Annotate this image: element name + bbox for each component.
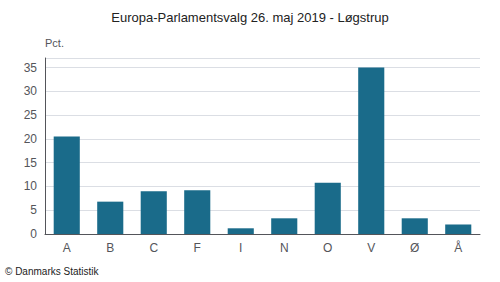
svg-text:25: 25 [24, 108, 38, 122]
svg-text:N: N [280, 241, 289, 255]
svg-text:5: 5 [30, 203, 37, 217]
svg-text:Europa-Parlamentsvalg 26. maj: Europa-Parlamentsvalg 26. maj 2019 - Løg… [111, 10, 388, 25]
svg-text:Ø: Ø [410, 241, 419, 255]
svg-text:I: I [239, 241, 242, 255]
svg-text:35: 35 [24, 61, 38, 75]
svg-text:10: 10 [24, 179, 38, 193]
svg-text:© Danmarks Statistik: © Danmarks Statistik [5, 266, 100, 277]
svg-text:0: 0 [30, 227, 37, 241]
svg-text:20: 20 [24, 132, 38, 146]
svg-text:15: 15 [24, 156, 38, 170]
svg-text:O: O [323, 241, 332, 255]
svg-text:B: B [106, 241, 114, 255]
svg-text:C: C [149, 241, 158, 255]
svg-text:F: F [194, 241, 201, 255]
svg-text:A: A [63, 241, 71, 255]
svg-text:30: 30 [24, 84, 38, 98]
svg-text:Pct.: Pct. [45, 37, 64, 49]
svg-text:V: V [367, 241, 375, 255]
svg-text:Å: Å [454, 240, 462, 255]
